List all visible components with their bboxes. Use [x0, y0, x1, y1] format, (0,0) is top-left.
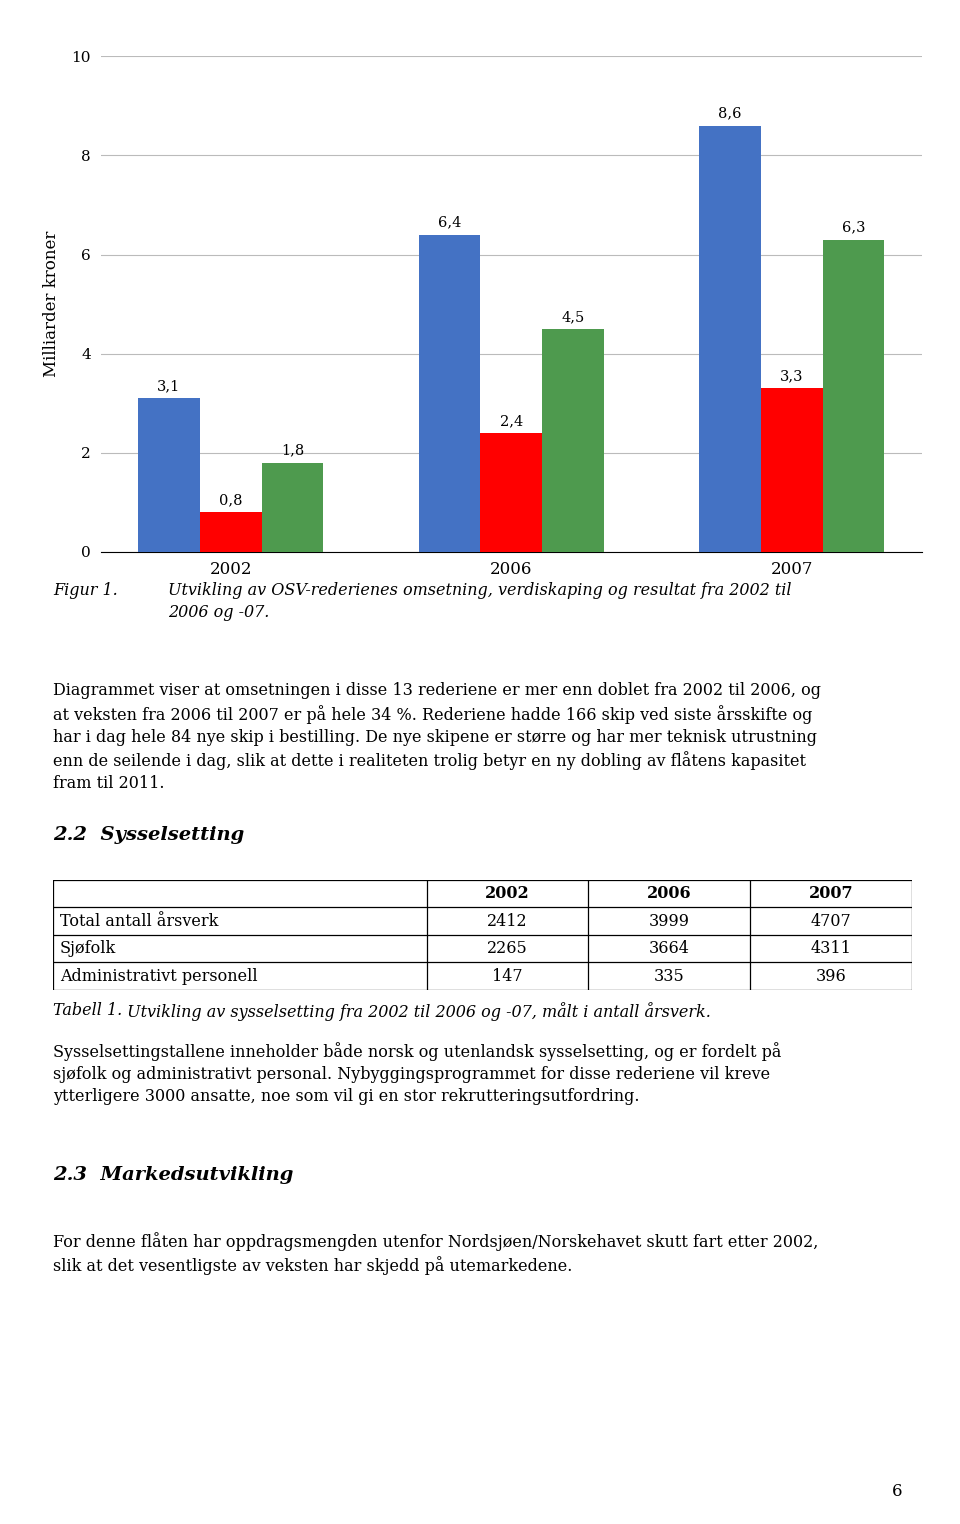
Text: 3664: 3664	[649, 940, 689, 957]
Text: 8,6: 8,6	[718, 107, 742, 120]
Bar	[138, 398, 200, 552]
Bar	[419, 235, 480, 552]
Bar	[542, 329, 604, 552]
Text: 4,5: 4,5	[562, 309, 585, 323]
Text: Tabell 1.: Tabell 1.	[53, 1001, 122, 1020]
Text: 2007: 2007	[809, 885, 853, 902]
Text: 3,1: 3,1	[157, 379, 180, 393]
Bar	[761, 389, 823, 552]
Text: 6,3: 6,3	[842, 221, 865, 235]
Text: 2.2  Sysselsetting: 2.2 Sysselsetting	[53, 826, 244, 844]
Text: 3999: 3999	[649, 913, 690, 930]
Text: 2.3  Markedsutvikling: 2.3 Markedsutvikling	[53, 1166, 293, 1184]
Text: 2265: 2265	[487, 940, 528, 957]
Text: Utvikling av OSV-rederienes omsetning, verdiskaping og resultat fra 2002 til
200: Utvikling av OSV-rederienes omsetning, v…	[168, 582, 791, 620]
Bar	[200, 512, 261, 552]
Text: 4311: 4311	[811, 940, 852, 957]
Text: 6: 6	[892, 1483, 902, 1500]
Bar	[823, 239, 884, 552]
Text: 6,4: 6,4	[438, 216, 461, 230]
Text: 2002: 2002	[485, 885, 530, 902]
Text: 2412: 2412	[487, 913, 528, 930]
Bar	[480, 433, 542, 552]
Bar	[699, 126, 761, 552]
Text: 2,4: 2,4	[499, 415, 523, 428]
Text: Diagrammet viser at omsetningen i disse 13 rederiene er mer enn doblet fra 2002 : Diagrammet viser at omsetningen i disse …	[53, 683, 821, 792]
Text: Utvikling av sysselsetting fra 2002 til 2006 og -07, målt i antall årsverk.: Utvikling av sysselsetting fra 2002 til …	[122, 1001, 710, 1021]
Text: 4707: 4707	[811, 913, 852, 930]
Text: 335: 335	[654, 968, 684, 985]
Text: For denne flåten har oppdragsmengden utenfor Nordsjøen/Norskehavet skutt fart et: For denne flåten har oppdragsmengden ute…	[53, 1231, 818, 1276]
Text: Sysselsettingstallene inneholder både norsk og utenlandsk sysselsetting, og er f: Sysselsettingstallene inneholder både no…	[53, 1042, 781, 1105]
Text: 1,8: 1,8	[280, 443, 304, 457]
Text: 147: 147	[492, 968, 522, 985]
Text: Administrativt personell: Administrativt personell	[60, 968, 257, 985]
Y-axis label: Milliarder kroner: Milliarder kroner	[43, 230, 60, 378]
Text: Figur 1.: Figur 1.	[53, 582, 117, 599]
Text: 3,3: 3,3	[780, 369, 804, 384]
Text: 0,8: 0,8	[219, 494, 243, 507]
Text: Sjøfolk: Sjøfolk	[60, 940, 116, 957]
Text: 2006: 2006	[647, 885, 691, 902]
Text: Total antall årsverk: Total antall årsverk	[60, 913, 218, 930]
Text: 396: 396	[816, 968, 847, 985]
Bar	[261, 462, 324, 552]
